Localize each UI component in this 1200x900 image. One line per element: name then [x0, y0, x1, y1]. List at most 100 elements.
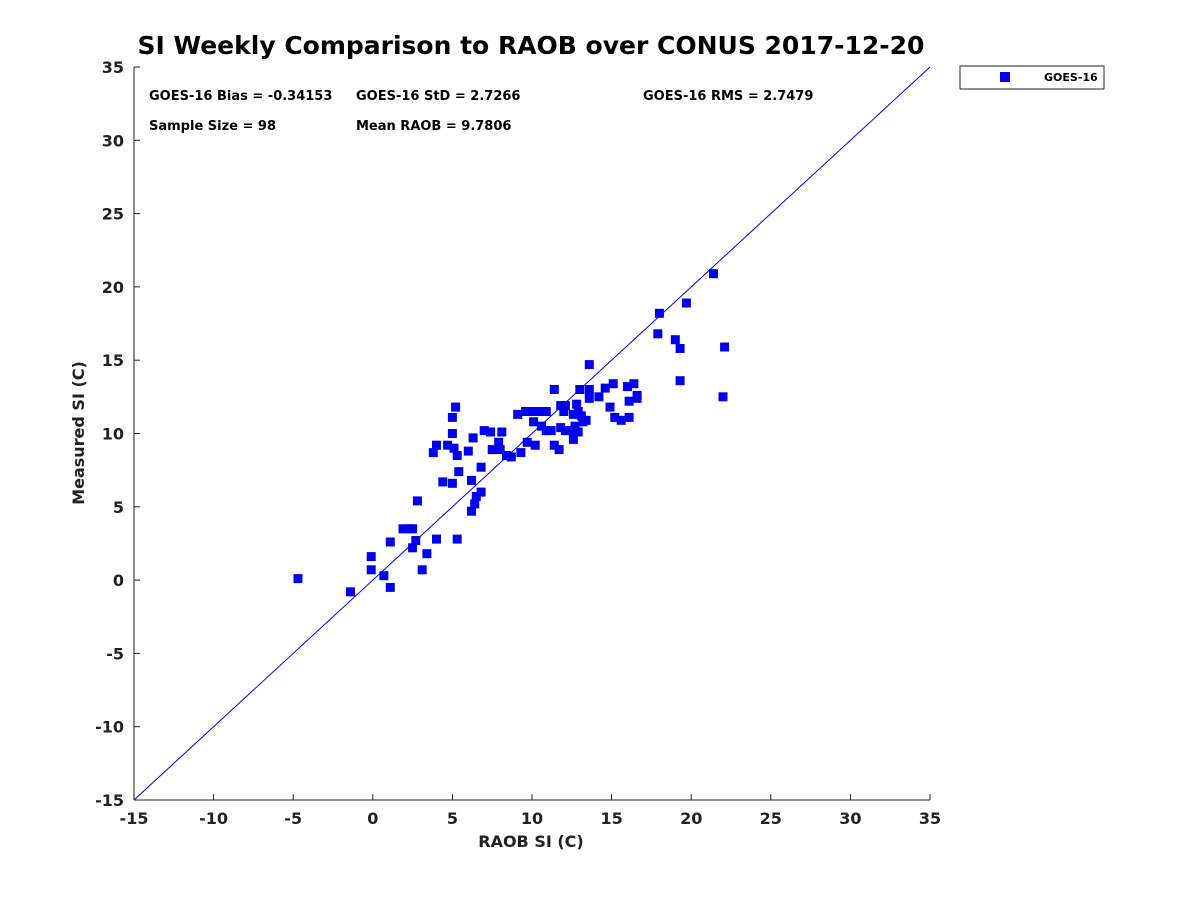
data-point [570, 421, 580, 431]
data-point [675, 376, 685, 386]
data-point [576, 411, 586, 421]
x-tick-label: 15 [600, 809, 622, 828]
data-point [366, 565, 376, 575]
data-point [718, 392, 728, 402]
data-point [447, 478, 457, 488]
data-point [568, 434, 578, 444]
data-point [584, 393, 594, 403]
data-point [608, 379, 618, 389]
data-point [385, 582, 395, 592]
data-point [632, 393, 642, 403]
data-point [541, 426, 551, 436]
data-point [506, 452, 516, 462]
data-point [546, 426, 556, 436]
data-point [487, 445, 497, 455]
data-point [432, 440, 441, 450]
y-tick-label: 5 [113, 498, 124, 517]
data-point [559, 407, 569, 416]
legend: GOES-16 [959, 65, 1105, 90]
y-tick-label: 25 [102, 205, 124, 224]
data-point [398, 524, 408, 534]
data-point [670, 335, 680, 345]
data-point [623, 382, 632, 392]
data-point [556, 401, 566, 411]
data-point [452, 534, 462, 544]
x-tick-label: 25 [760, 809, 782, 828]
data-point [573, 427, 583, 437]
data-point [454, 467, 464, 477]
data-point [629, 379, 639, 389]
legend-box [959, 65, 1105, 90]
y-tick-label: 10 [102, 425, 124, 444]
data-point [624, 396, 634, 406]
x-tick-label: 5 [447, 809, 458, 828]
x-tick-label: -10 [199, 809, 228, 828]
data-point [572, 399, 582, 409]
data-point [560, 426, 570, 436]
data-point [720, 342, 730, 352]
x-axis-label: RAOB SI (C) [478, 832, 583, 851]
data-point [366, 552, 376, 562]
data-point [502, 451, 511, 460]
data-point [293, 574, 303, 584]
x-tick-label: 35 [919, 809, 941, 828]
data-point [584, 360, 594, 370]
data-point [537, 421, 547, 431]
data-point [449, 443, 459, 453]
y-tick-label: 35 [102, 58, 124, 77]
sample-size-annotation: Sample Size = 98 [149, 119, 276, 134]
data-point [653, 329, 663, 339]
data-point [522, 437, 532, 447]
data-point [468, 433, 478, 443]
data-point [438, 477, 448, 487]
data-point [600, 383, 610, 393]
data-point [549, 385, 559, 394]
data-point [568, 409, 578, 419]
data-point [443, 440, 453, 450]
x-tick-label: 20 [680, 809, 702, 828]
data-point [529, 417, 539, 427]
data-point [513, 409, 523, 419]
data-point [554, 445, 564, 455]
y-tick-label: 15 [102, 351, 124, 370]
data-point [408, 524, 418, 534]
y-tick-label: 0 [113, 571, 124, 590]
data-point [533, 407, 543, 416]
data-point [385, 537, 395, 547]
data-point [681, 298, 691, 308]
data-point [654, 308, 664, 318]
data-point [516, 448, 526, 458]
data-point [624, 412, 634, 422]
y-ticks: -15 -10 -5 0 5 10 15 20 25 30 35 [95, 58, 140, 810]
data-point [521, 407, 531, 416]
y-axis-label: Measured SI (C) [69, 361, 88, 505]
data-point [594, 392, 604, 402]
data-point [486, 427, 496, 437]
data-point [452, 451, 462, 460]
data-point [411, 536, 421, 545]
data-point [476, 487, 486, 497]
data-point [346, 587, 355, 597]
data-point [408, 543, 418, 553]
data-point [675, 344, 685, 353]
x-tick-label: -5 [284, 809, 302, 828]
data-point [541, 407, 551, 416]
data-point [530, 440, 540, 450]
data-point [549, 440, 559, 450]
mean-raob-annotation: Mean RAOB = 9.7806 [356, 119, 511, 134]
data-point [379, 571, 389, 581]
data-point [447, 429, 457, 438]
data-point [556, 423, 566, 433]
y-tick-label: 30 [102, 131, 124, 150]
data-point [412, 496, 422, 506]
x-ticks: -15 -10 -5 0 5 10 15 20 25 30 35 [120, 794, 941, 828]
data-point [476, 462, 486, 472]
data-point [616, 415, 626, 425]
data-point [581, 415, 591, 425]
y-tick-label: -10 [95, 718, 124, 737]
x-tick-label: 10 [521, 809, 543, 828]
data-points [293, 269, 730, 597]
data-point [432, 534, 441, 544]
data-point [428, 448, 438, 458]
